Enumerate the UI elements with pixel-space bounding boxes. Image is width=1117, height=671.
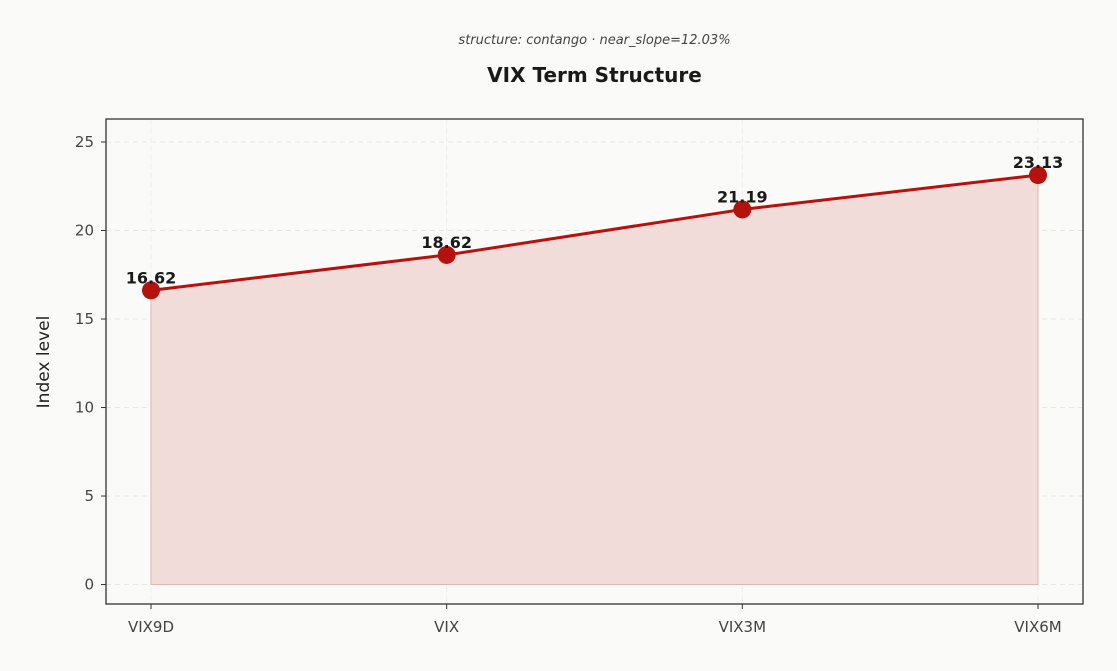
chart-title: VIX Term Structure xyxy=(487,63,702,87)
y-tick-label: 15 xyxy=(75,310,94,328)
y-tick-label: 10 xyxy=(75,399,94,417)
x-tick-label: VIX xyxy=(434,618,459,636)
data-point xyxy=(733,200,752,219)
data-label: 23.13 xyxy=(1013,153,1064,172)
y-tick-label: 20 xyxy=(75,222,94,240)
chart-subtitle: structure: contango · near_slope=12.03% xyxy=(458,33,731,48)
data-point xyxy=(1029,166,1047,185)
plot-frame xyxy=(105,118,1084,605)
data-point xyxy=(142,281,160,300)
data-label: 16.62 xyxy=(126,268,177,287)
y-tick-label: 0 xyxy=(84,576,94,594)
x-tick-label: VIX3M xyxy=(719,618,766,636)
series-line xyxy=(150,173,1039,292)
data-label: 18.62 xyxy=(421,233,472,252)
area-fill xyxy=(150,174,1039,586)
x-tick-label: VIX9D xyxy=(128,618,174,636)
x-tick-label: VIX6M xyxy=(1014,618,1061,636)
data-label: 21.19 xyxy=(717,187,768,206)
y-tick-label: 5 xyxy=(84,487,94,505)
data-point xyxy=(437,245,456,264)
y-axis-label: Index level xyxy=(34,316,54,409)
y-tick-label: 25 xyxy=(75,133,94,151)
